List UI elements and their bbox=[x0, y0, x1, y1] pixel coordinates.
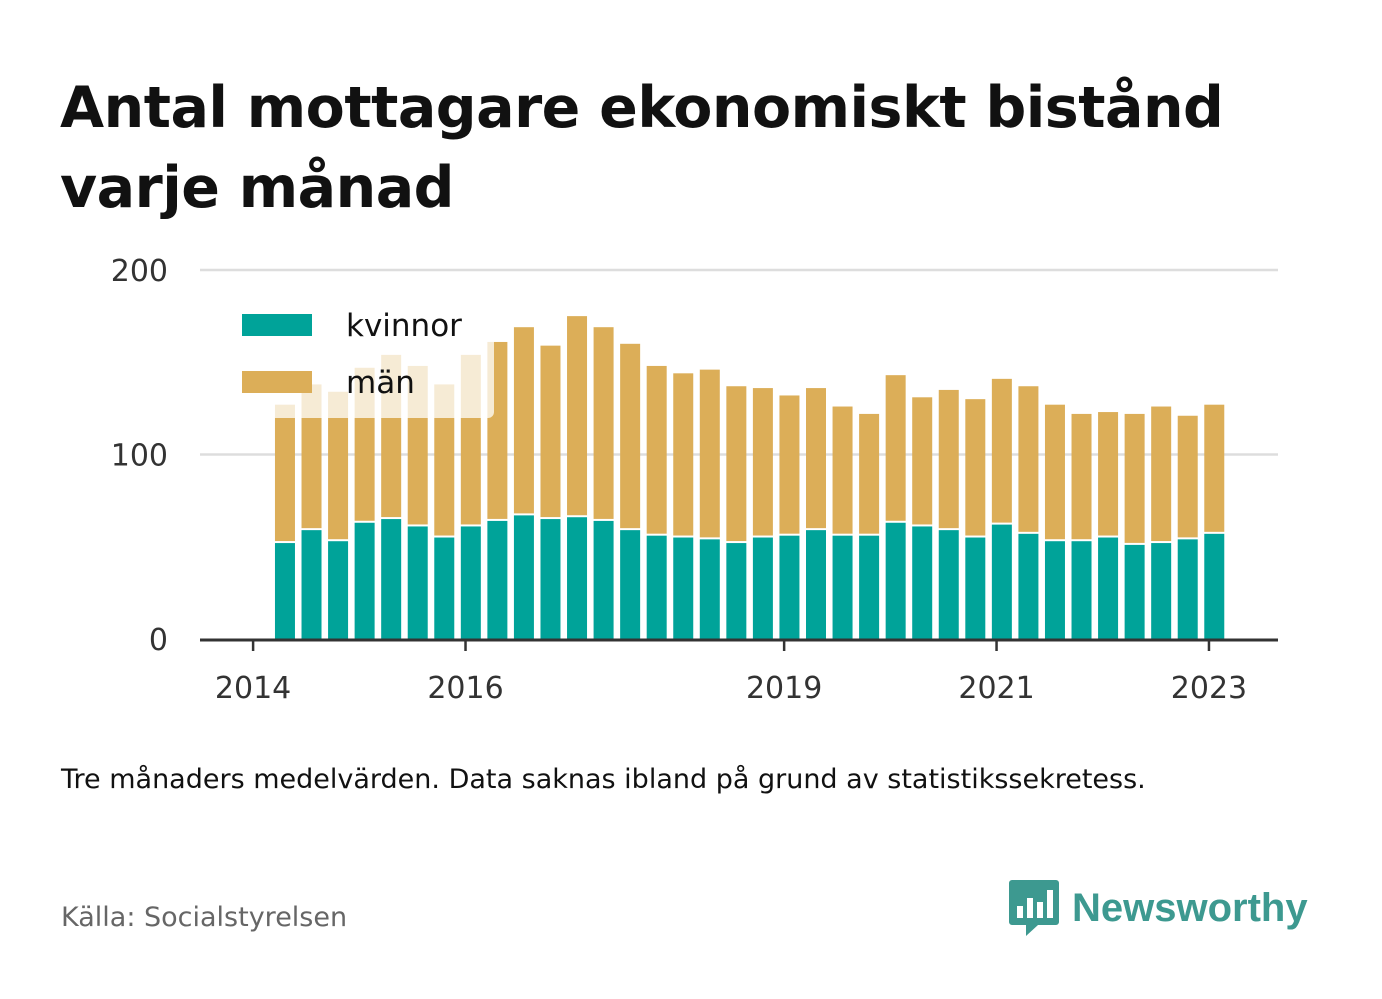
bar-man-24 bbox=[912, 397, 933, 525]
bar-man-15 bbox=[673, 373, 694, 536]
bar-kvinnor-27 bbox=[991, 524, 1012, 639]
bar-man-25 bbox=[938, 389, 959, 529]
bar-kvinnor-15 bbox=[673, 537, 694, 639]
bar-kvinnor-16 bbox=[699, 539, 720, 639]
bar-man-34 bbox=[1177, 415, 1198, 538]
bar-kvinnor-13 bbox=[620, 530, 641, 639]
bar-man-17 bbox=[726, 386, 747, 542]
bar-man-6 bbox=[434, 384, 455, 536]
bar-man-27 bbox=[991, 378, 1012, 523]
bar-kvinnor-32 bbox=[1124, 544, 1145, 639]
bar-kvinnor-4 bbox=[381, 519, 402, 639]
bar-man-12 bbox=[593, 327, 614, 519]
bar-man-32 bbox=[1124, 413, 1145, 543]
bar-man-9 bbox=[513, 327, 534, 514]
bar-man-28 bbox=[1018, 386, 1039, 532]
bar-kvinnor-30 bbox=[1071, 541, 1092, 639]
y-tick-label-100: 100 bbox=[111, 439, 168, 474]
x-axis: 2014 2016 2019 2021 2023 bbox=[200, 638, 1278, 706]
bar-kvinnor-11 bbox=[567, 517, 588, 639]
bar-kvinnor-2 bbox=[328, 541, 349, 639]
bar-kvinnor-29 bbox=[1044, 541, 1065, 639]
bar-kvinnor-23 bbox=[885, 522, 906, 639]
legend-label-kvinnor: kvinnor bbox=[346, 308, 462, 344]
bar-man-1 bbox=[301, 384, 322, 529]
legend-swatch-man bbox=[242, 371, 312, 393]
bar-kvinnor-8 bbox=[487, 520, 508, 639]
bar-kvinnor-24 bbox=[912, 526, 933, 639]
bar-kvinnor-25 bbox=[938, 530, 959, 639]
source-label: Källa: Socialstyrelsen bbox=[61, 902, 348, 933]
bar-chart-speech-bubble-icon bbox=[1009, 880, 1059, 936]
brand-name: Newsworthy bbox=[1072, 886, 1308, 930]
bar-man-23 bbox=[885, 375, 906, 521]
bar-kvinnor-28 bbox=[1018, 533, 1039, 639]
bar-kvinnor-14 bbox=[646, 535, 667, 639]
bar-man-35 bbox=[1204, 404, 1225, 532]
bar-man-20 bbox=[806, 388, 826, 529]
y-tick-label-0: 0 bbox=[149, 623, 168, 658]
bar-kvinnor-20 bbox=[806, 530, 826, 639]
bar-man-22 bbox=[859, 413, 880, 534]
x-tick-label-2023: 2023 bbox=[1171, 671, 1247, 706]
bars bbox=[274, 316, 1225, 639]
bar-kvinnor-22 bbox=[859, 535, 880, 639]
bar-man-2 bbox=[328, 391, 349, 540]
legend-swatch-kvinnor bbox=[242, 314, 312, 336]
bar-kvinnor-5 bbox=[407, 526, 428, 639]
bar-man-26 bbox=[965, 399, 986, 536]
bar-kvinnor-12 bbox=[593, 520, 614, 639]
bar-kvinnor-6 bbox=[434, 537, 455, 639]
bar-man-14 bbox=[646, 365, 667, 534]
bar-kvinnor-18 bbox=[752, 537, 773, 639]
bar-kvinnor-34 bbox=[1177, 539, 1198, 639]
bar-kvinnor-31 bbox=[1098, 537, 1119, 639]
bar-kvinnor-35 bbox=[1204, 533, 1225, 639]
bar-man-31 bbox=[1098, 412, 1119, 536]
chart-title: Antal mottagare ekonomiskt bistånd varje… bbox=[60, 75, 1224, 221]
bar-man-11 bbox=[567, 316, 588, 516]
newsworthy-logo: Newsworthy bbox=[1008, 878, 1308, 938]
x-tick-label-2019: 2019 bbox=[746, 671, 822, 706]
bar-kvinnor-33 bbox=[1151, 543, 1172, 639]
bar-man-29 bbox=[1044, 404, 1065, 540]
y-tick-label-200: 200 bbox=[111, 254, 168, 289]
bar-kvinnor-17 bbox=[726, 543, 747, 639]
x-tick-label-2014: 2014 bbox=[215, 671, 291, 706]
stacked-bar-chart: 0 100 200 kvinnor män 2014 2016 2019 2021 2023 bbox=[111, 254, 1278, 706]
bar-kvinnor-9 bbox=[513, 515, 534, 639]
bar-man-33 bbox=[1151, 406, 1172, 542]
bar-man-18 bbox=[752, 388, 773, 536]
bar-man-10 bbox=[540, 345, 561, 518]
bar-kvinnor-19 bbox=[779, 535, 800, 639]
x-tick-label-2016: 2016 bbox=[427, 671, 503, 706]
bar-man-21 bbox=[832, 406, 853, 534]
chart-note: Tre månaders medelvärden. Data saknas ib… bbox=[61, 764, 1146, 795]
x-tick-label-2021: 2021 bbox=[958, 671, 1034, 706]
legend: kvinnor män bbox=[228, 298, 494, 418]
bar-kvinnor-10 bbox=[540, 519, 561, 639]
bar-kvinnor-1 bbox=[301, 530, 322, 639]
bar-man-13 bbox=[620, 343, 641, 529]
bar-man-16 bbox=[699, 369, 720, 538]
bar-kvinnor-7 bbox=[460, 526, 481, 639]
bar-man-19 bbox=[779, 395, 800, 534]
legend-label-man: män bbox=[346, 365, 415, 401]
bar-man-0 bbox=[274, 404, 295, 542]
bar-kvinnor-21 bbox=[832, 535, 853, 639]
bar-kvinnor-3 bbox=[354, 522, 375, 639]
bar-man-30 bbox=[1071, 413, 1092, 540]
bar-kvinnor-0 bbox=[274, 543, 295, 639]
bar-kvinnor-26 bbox=[965, 537, 986, 639]
